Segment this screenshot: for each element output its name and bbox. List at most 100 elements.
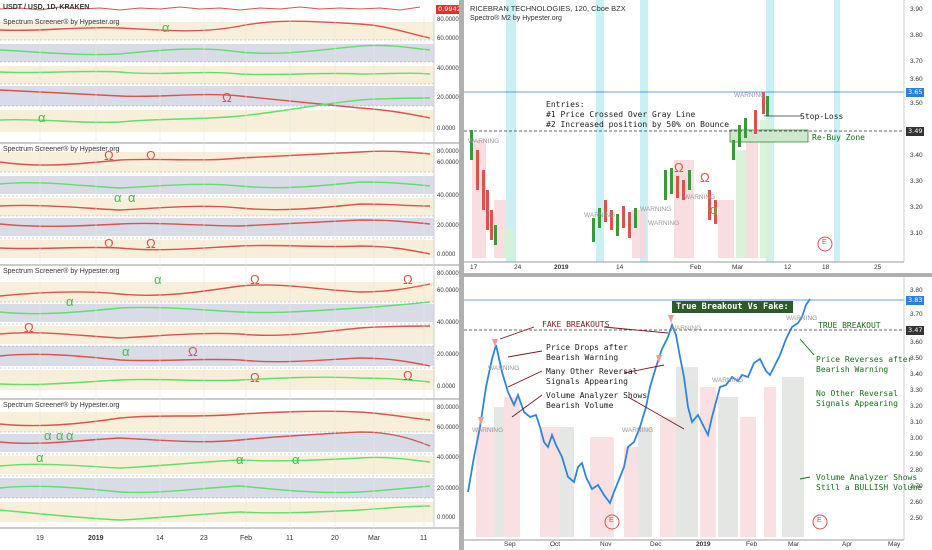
left-x-tick: 19 xyxy=(36,535,44,542)
top-y-tick: 3.30 xyxy=(910,178,923,185)
omega-marker: Ω xyxy=(403,368,413,383)
screener-1-title: Spectrum Screener® by Hypester.org xyxy=(3,19,120,26)
screener-1-scale-0: 80.0000 xyxy=(437,17,459,23)
screener-3-scale-0: 80.0000 xyxy=(437,271,459,277)
alpha-marker: α xyxy=(162,20,170,35)
top-y-tick: 3.90 xyxy=(910,6,923,13)
alpha-marker: α xyxy=(236,452,244,467)
top-x-tick: 24 xyxy=(514,264,522,271)
screener-2-scale-0: 80.0000 xyxy=(437,149,459,155)
bottom-y-tick: 2.80 xyxy=(910,467,923,474)
bottom-y-tick: 2.90 xyxy=(910,451,923,458)
left-x-tick: Feb xyxy=(240,535,253,542)
omega-marker: Ω xyxy=(104,148,114,163)
bottom-x-tick: Mar xyxy=(788,541,800,548)
bottom-right-chart-panel: True Breakout Vs Fake: FAKE BREAKOUTS TR… xyxy=(464,277,932,550)
bottom-x-tick: Dec xyxy=(650,541,662,548)
bottom-x-tick: Oct xyxy=(550,541,561,548)
screener-3-scale-1: 60.0000 xyxy=(437,288,459,294)
warning-label: WARNING xyxy=(584,212,616,219)
top-x-tick: 18 xyxy=(822,264,830,271)
panel-divider xyxy=(459,0,464,550)
top-x-tick: 17 xyxy=(470,264,478,271)
screener-1-scale-3: 20.0000 xyxy=(437,95,459,101)
screener-3-scale-4: 0.0000 xyxy=(437,384,456,390)
omega-marker: Ω xyxy=(250,272,260,287)
screener-1-scale-2: 40.0000 xyxy=(437,66,459,72)
top-x-tick: 2019 xyxy=(554,264,569,271)
screener-4-scale-3: 20.0000 xyxy=(437,486,459,492)
alpha-marker: α xyxy=(710,202,718,217)
candles xyxy=(470,92,769,245)
warning-label: WARNING xyxy=(786,315,818,322)
bottom-y-tick: 3.70 xyxy=(910,311,923,318)
left-x-tick: 2019 xyxy=(88,535,104,542)
omega-marker: Ω xyxy=(24,320,34,335)
alpha-marker: α xyxy=(66,428,74,443)
top-chart-title: RICEBRAN TECHNOLOGIES, 120, Cboe BZX xyxy=(470,4,626,13)
entries-note: Entries: #1 Price Crossed Over Gray Line… xyxy=(546,100,730,129)
top-x-tick: 12 xyxy=(784,264,792,271)
bottom-x-tick: May xyxy=(888,541,901,548)
screener-4-scale-0: 80.0000 xyxy=(437,405,459,411)
bottom-y-tick: 3.10 xyxy=(910,419,923,426)
left-note-reversal-signals: Many Other Reversal Signals Appearing xyxy=(546,367,638,386)
warning-label: WARNING xyxy=(622,427,654,434)
warning-label: WARNING xyxy=(734,92,766,99)
left-x-tick: 11 xyxy=(420,535,428,542)
left-symbol-title: USDT / USD, 1D, KRAKEN xyxy=(3,4,90,11)
alpha-marker: α xyxy=(128,190,136,205)
left-indicator-panel: USDT / USD, 1D, KRAKEN 0.9942 Spectrum S… xyxy=(0,0,459,550)
e-marker: E xyxy=(817,517,822,524)
top-price-tag-current: 3.65 xyxy=(906,88,925,97)
bottom-y-tick: 3.20 xyxy=(910,403,923,410)
top-y-tick: 3.70 xyxy=(910,58,923,65)
screener-4-scale-4: 0.0000 xyxy=(437,515,456,521)
left-x-tick: 20 xyxy=(331,535,339,542)
top-y-tick: 3.80 xyxy=(910,32,923,39)
bottom-x-tick: 2019 xyxy=(696,541,711,548)
right-note-no-reversal: No Other Reversal Signals Appearing xyxy=(816,389,898,408)
left-indicator-svg xyxy=(0,0,459,529)
omega-marker: Ω xyxy=(700,170,710,185)
alpha-marker: α xyxy=(154,272,162,287)
right-note-volume: Volume Analyzer Shows Still a BULLISH Vo… xyxy=(816,473,922,492)
top-y-tick: 3.10 xyxy=(910,230,923,237)
top-right-svg xyxy=(464,0,905,263)
bottom-y-tick: 2.50 xyxy=(910,515,923,522)
top-x-tick: Mar xyxy=(732,264,744,271)
left-x-tick: 23 xyxy=(200,535,208,542)
omega-marker: Ω xyxy=(403,272,413,287)
screener-4-scale-1: 60.0000 xyxy=(437,425,459,431)
right-panels-divider xyxy=(464,273,932,277)
left-x-tick: 11 xyxy=(286,535,294,542)
screener-4-title: Spectrum Screener® by Hypester.org xyxy=(3,402,120,409)
top-y-tick: 3.40 xyxy=(910,152,923,159)
right-note-reverse: Price Reverses after Bearish Warning xyxy=(816,355,913,374)
top-chart-subtitle: Spectro® M2 by Hypester.org xyxy=(470,15,562,22)
bottom-y-tick: 3.60 xyxy=(910,339,923,346)
bottom-price-tag-breakout: 3.47 xyxy=(906,326,925,335)
bottom-y-tick: 3.30 xyxy=(910,387,923,394)
alpha-marker: α xyxy=(56,428,64,443)
rebuy-zone-label: Re-Buy Zone xyxy=(812,133,865,142)
warning-label: WARNING xyxy=(488,365,520,372)
top-price-tag-entry: 3.49 xyxy=(906,127,925,136)
warning-label: WARNING xyxy=(648,220,680,227)
omega-marker: Ω xyxy=(104,236,114,251)
alpha-marker: α xyxy=(292,452,300,467)
top-x-tick: 25 xyxy=(874,264,882,271)
bottom-y-tick: 3.50 xyxy=(910,355,923,362)
top-y-tick: 3.60 xyxy=(910,76,923,83)
alpha-marker: α xyxy=(122,344,130,359)
screener-2-scale-4: 0.0000 xyxy=(437,252,456,258)
warning-label: WARNING xyxy=(670,325,702,332)
bottom-right-svg xyxy=(464,277,905,541)
screener-2-scale-3: 20.0000 xyxy=(437,223,459,229)
top-y-tick: 3.20 xyxy=(910,204,923,211)
left-x-tick: 14 xyxy=(156,535,164,542)
top-x-tick: 14 xyxy=(616,264,624,271)
top-right-chart-panel: RICEBRAN TECHNOLOGIES, 120, Cboe BZX Spe… xyxy=(464,0,932,272)
screener-2-scale-2: 40.0000 xyxy=(437,193,459,199)
alpha-marker: α xyxy=(44,428,52,443)
